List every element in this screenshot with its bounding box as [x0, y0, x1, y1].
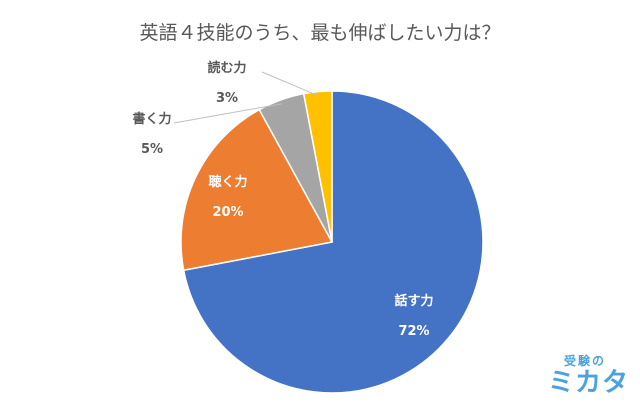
slice-value-label: 20%: [212, 205, 243, 220]
slice-category-label: 書く力: [132, 111, 171, 127]
site-logo: 受験の ミカタ: [548, 352, 630, 404]
logo-top-text: 受験の: [564, 354, 607, 368]
pie-slices: [180, 90, 484, 394]
slice-category-label: 話す力: [394, 293, 433, 309]
slice-category-label: 読む力: [207, 60, 246, 76]
pie-slice: [182, 90, 484, 394]
slice-value-label: 72%: [398, 324, 429, 339]
leader-line: [261, 71, 319, 97]
leader-line: [173, 103, 283, 124]
slice-value-label: 3%: [216, 91, 238, 106]
leader-lines: [173, 71, 319, 124]
pie-slice: [180, 108, 334, 272]
pie-labels: 話す力 72% 聴く力 20% 書く力 5% 読む力 3%: [132, 60, 433, 339]
chart-title: 英語４技能のうち、最も伸ばしたい力は？: [139, 22, 501, 44]
pie-slice: [302, 90, 333, 243]
slice-category-label: 聴く力: [208, 174, 247, 190]
slice-value-label: 5%: [141, 142, 163, 157]
logo-main-text: ミカタ: [548, 368, 630, 398]
